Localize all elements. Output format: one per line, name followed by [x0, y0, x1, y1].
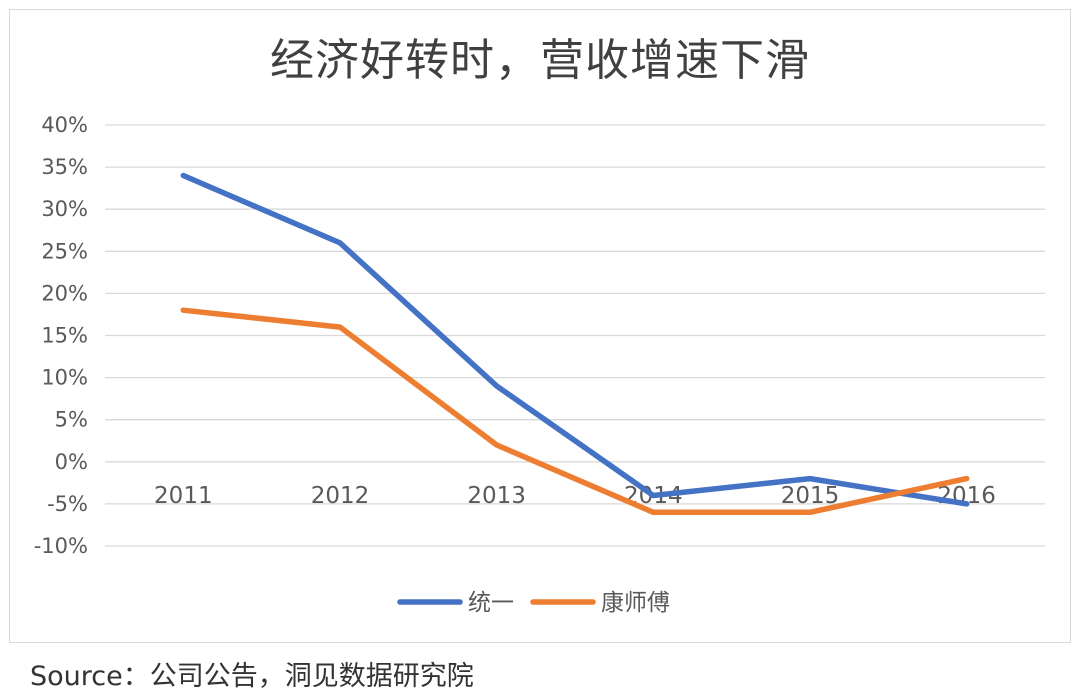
legend-label-2: 康师傅 — [601, 590, 670, 616]
x-tick-label: 2012 — [311, 483, 370, 509]
y-tick-label: 25% — [41, 239, 88, 263]
x-tick-label: 2013 — [467, 483, 526, 509]
y-tick-label: 10% — [41, 366, 88, 390]
x-tick-label: 2011 — [154, 483, 213, 509]
series-line-2 — [180, 307, 970, 516]
legend: 统一 康师傅 — [397, 590, 670, 616]
series-lines — [180, 172, 970, 516]
legend-label-1: 统一 — [468, 590, 514, 616]
y-tick-label: 20% — [41, 281, 88, 305]
gridlines — [105, 124, 1045, 547]
y-tick-label: 30% — [41, 197, 88, 221]
y-tick-label: 15% — [41, 324, 88, 348]
y-tick-label: -5% — [47, 492, 88, 516]
y-tick-label: 0% — [55, 450, 88, 474]
y-axis-ticks: 40% 35% 30% 25% 20% 15% 10% 5% 0% -5% -10% — [34, 113, 88, 558]
x-tick-label: 2015 — [781, 483, 840, 509]
chart-title: 经济好转时，营收增速下滑 — [270, 35, 810, 86]
y-tick-label: 5% — [55, 408, 88, 432]
y-tick-label: 40% — [41, 113, 88, 137]
y-tick-label: -10% — [34, 534, 88, 558]
series-line-1 — [180, 172, 970, 507]
chart-frame — [9, 9, 1071, 643]
source-note: Source：公司公告，洞见数据研究院 — [30, 661, 474, 692]
y-tick-label: 35% — [41, 155, 88, 179]
